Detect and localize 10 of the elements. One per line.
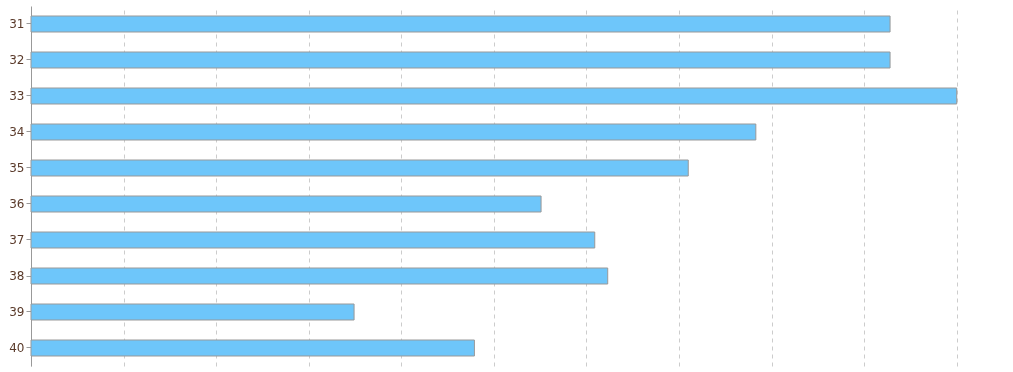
y-tick-label: 32: [9, 53, 25, 67]
y-tick-label: 38: [9, 269, 25, 283]
y-tick-label: 31: [9, 17, 25, 31]
y-tick-label: 34: [9, 125, 25, 139]
y-tick-label: 39: [9, 305, 25, 319]
y-tick-label: 35: [9, 161, 25, 175]
y-tick-label: 33: [9, 89, 25, 103]
y-tick-label: 40: [9, 341, 25, 355]
y-tick-label: 36: [9, 197, 25, 211]
y-tick-label: 37: [9, 233, 25, 247]
